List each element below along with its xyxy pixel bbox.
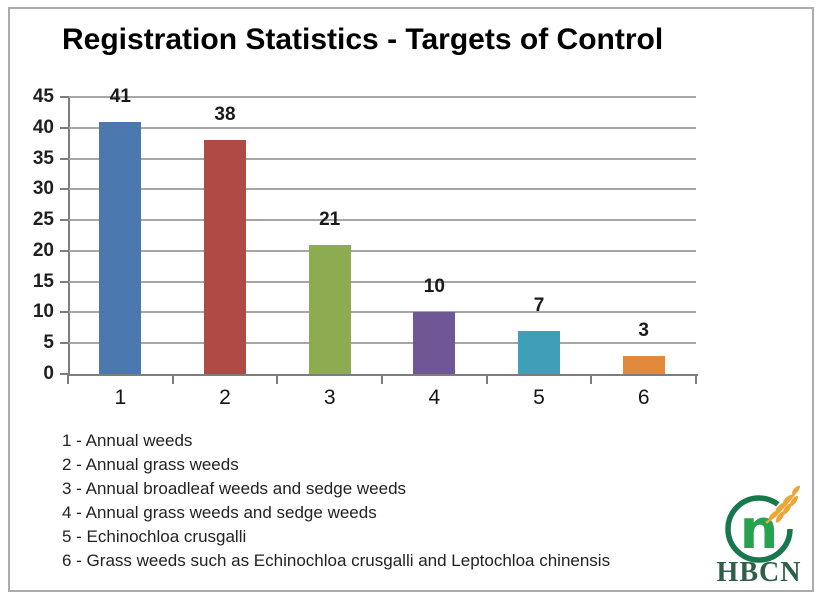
y-tick-5 xyxy=(60,342,69,345)
bar-6 xyxy=(622,355,665,374)
bar-value-label-1: 41 xyxy=(109,85,131,107)
x-tick-4 xyxy=(485,376,488,384)
y-tick-label-15: 15 xyxy=(32,270,54,292)
gridline-30 xyxy=(68,188,696,191)
y-tick-label-25: 25 xyxy=(32,209,54,231)
bar-group-4: 10 4 xyxy=(382,97,487,409)
bar-value-label-4: 10 xyxy=(423,276,445,298)
x-category-label-1: 1 xyxy=(114,386,127,409)
bar-value-label-3: 21 xyxy=(319,208,341,230)
y-tick-label-0: 0 xyxy=(43,363,54,384)
y-tick-label-10: 10 xyxy=(32,301,54,323)
plot-area: 0 5 10 15 20 25 30 35 40 45 41 1 38 2 21 3 10 4 7 5 3 6 xyxy=(33,86,698,409)
gridline-25 xyxy=(68,219,696,222)
bar-4 xyxy=(413,312,456,374)
wheat-icon xyxy=(765,485,801,524)
chart-title: Registration Statistics - Targets of Con… xyxy=(62,23,664,56)
bar-2 xyxy=(203,140,246,374)
gridline-35 xyxy=(68,157,696,160)
x-category-label-2: 2 xyxy=(219,386,231,409)
bar-group-2: 38 2 xyxy=(173,97,278,409)
bar-value-label-5: 7 xyxy=(533,294,545,316)
legend-item-5: 5 - Echinochloa crusgalli xyxy=(62,527,247,546)
bar-value-label-2: 38 xyxy=(214,104,236,126)
gridline-40 xyxy=(68,126,696,129)
legend-item-1: 1 - Annual weeds xyxy=(62,431,193,450)
y-tick-label-35: 35 xyxy=(32,147,54,169)
bar-1 xyxy=(99,121,142,374)
chart-frame: Registration Statistics - Targets of Con… xyxy=(8,7,814,592)
x-category-label-6: 6 xyxy=(637,386,650,409)
y-tick-label-20: 20 xyxy=(32,239,54,261)
x-tick-3 xyxy=(381,376,383,384)
x-category-label-4: 4 xyxy=(428,386,441,409)
bar-5 xyxy=(517,330,560,374)
y-tick-30 xyxy=(60,188,69,191)
hbcn-logo: n HBCN xyxy=(717,485,802,588)
y-tick-45 xyxy=(60,96,69,98)
gridline-10 xyxy=(68,311,696,314)
logo-text: HBCN xyxy=(717,557,802,588)
x-axis-line xyxy=(67,374,698,376)
y-tick-40 xyxy=(60,126,69,129)
legend-item-4: 4 - Annual grass weeds and sedge weeds xyxy=(62,503,377,522)
x-tick-1 xyxy=(171,376,174,384)
gridline-5 xyxy=(68,342,696,345)
x-tick-6 xyxy=(695,376,697,384)
gridline-45 xyxy=(68,96,696,98)
x-tick-2 xyxy=(276,376,279,384)
y-tick-label-45: 45 xyxy=(32,86,54,107)
y-tick-0 xyxy=(60,373,69,375)
bar-value-label-6: 3 xyxy=(638,319,649,341)
x-category-label-5: 5 xyxy=(533,386,545,409)
y-tick-label-30: 30 xyxy=(32,178,54,200)
y-tick-20 xyxy=(60,249,69,252)
logo-letter: n xyxy=(740,498,778,561)
x-category-label-3: 3 xyxy=(323,386,336,409)
y-axis-line xyxy=(68,97,70,374)
bar-3 xyxy=(308,244,351,374)
legend-item-3: 3 - Annual broadleaf weeds and sedge wee… xyxy=(62,479,407,498)
y-tick-25 xyxy=(60,219,69,222)
legend-item-6: 6 - Grass weeds such as Echinochloa crus… xyxy=(62,551,611,570)
x-tick-0 xyxy=(67,376,69,384)
bar-group-3: 21 3 xyxy=(277,97,382,409)
x-tick-5 xyxy=(590,376,593,384)
y-tick-35 xyxy=(60,157,69,160)
gridline-15 xyxy=(68,280,696,283)
bar-group-1: 41 1 xyxy=(68,86,173,409)
gridline-20 xyxy=(68,249,696,252)
logo-ring xyxy=(725,495,793,563)
y-tick-15 xyxy=(60,280,69,283)
y-tick-10 xyxy=(60,311,69,314)
chart-legend: 1 - Annual weeds 2 - Annual grass weeds … xyxy=(62,429,610,573)
y-tick-label-5: 5 xyxy=(43,332,54,354)
legend-item-2: 2 - Annual grass weeds xyxy=(62,455,239,474)
y-tick-label-40: 40 xyxy=(32,116,54,138)
